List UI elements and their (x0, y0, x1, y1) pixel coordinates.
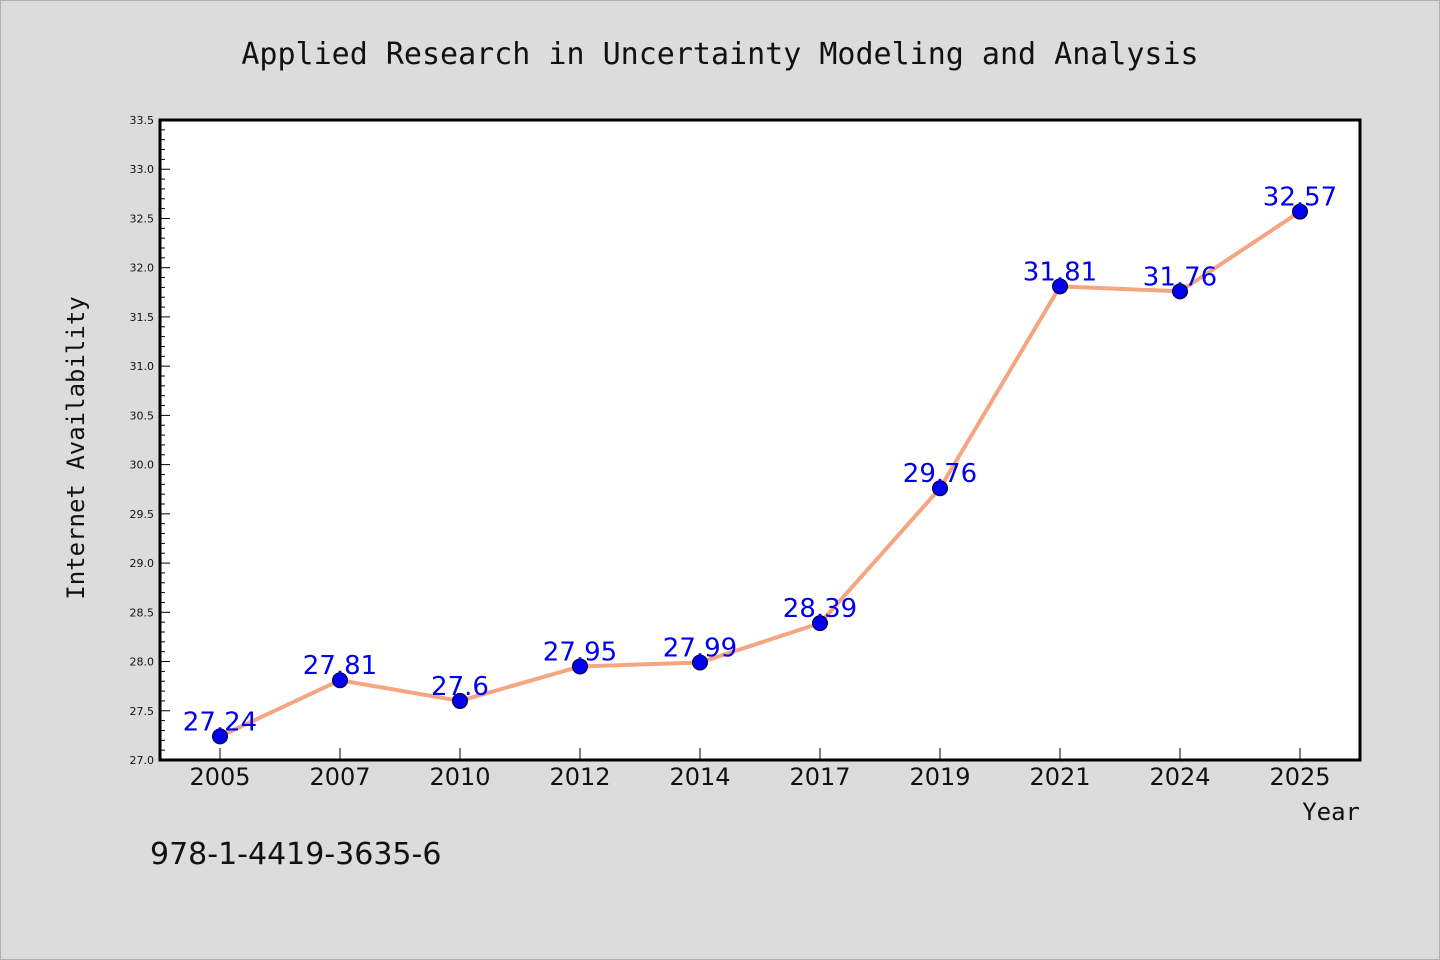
x-tick-label: 2007 (309, 763, 370, 791)
data-label: 27.95 (543, 637, 617, 667)
data-point (1052, 278, 1068, 295)
y-tick-label: 28.0 (130, 656, 155, 669)
y-axis-ticks: 27.0 27.5 28.0 28.5 29.0 29.5 30.0 30.5 31.0 31.5… (130, 114, 170, 767)
x-tick-label: 2019 (909, 763, 970, 791)
y-tick-label: 29.0 (130, 557, 155, 570)
data-label: 27.6 (431, 672, 489, 702)
y-tick-label: 30.5 (130, 409, 155, 422)
data-point (1172, 283, 1188, 300)
plot-border (158, 118, 1362, 762)
x-axis-label: Year (1302, 798, 1360, 826)
plot-area (160, 120, 1360, 760)
x-tick-label: 2005 (189, 763, 250, 791)
x-tick-label: 2012 (549, 763, 610, 791)
data-label: 28.39 (783, 594, 857, 624)
y-tick-label: 30.0 (130, 459, 155, 472)
data-point (692, 654, 708, 671)
x-tick-label: 2024 (1149, 763, 1210, 791)
data-label: 27.81 (303, 651, 377, 681)
series-line (218, 209, 1302, 739)
data-label: 31.76 (1143, 262, 1217, 292)
x-tick-label: 2014 (669, 763, 730, 791)
y-tick-label: 27.5 (130, 705, 155, 718)
chart-title: Applied Research in Uncertainty Modeling… (241, 37, 1198, 72)
y-tick-label: 28.5 (130, 606, 155, 619)
y-tick-label: 31.0 (130, 360, 155, 373)
data-label: 29.76 (903, 459, 977, 489)
y-tick-label: 33.0 (130, 163, 155, 176)
data-label: 32.57 (1263, 183, 1337, 213)
data-point (332, 672, 348, 689)
data-point (812, 615, 828, 632)
y-tick-label: 32.5 (130, 212, 155, 225)
data-label: 27.99 (663, 634, 737, 664)
y-tick-label: 27.0 (130, 754, 155, 767)
x-tick-label: 2010 (429, 763, 490, 791)
y-tick-label: 29.5 (130, 508, 155, 521)
x-tick-label: 2021 (1029, 763, 1090, 791)
data-point (452, 692, 468, 709)
data-label: 31.81 (1023, 257, 1097, 287)
data-point (932, 480, 948, 497)
data-point (1292, 203, 1308, 220)
y-axis-label: Internet Availability (62, 296, 90, 599)
x-axis-ticks: 2005 2007 2010 2012 2014 2017 2019 2021 2024 2025 (189, 748, 1331, 791)
x-tick-label: 2025 (1269, 763, 1330, 791)
series-layer: 27.24 27.81 27.6 27.95 27.99 28.39 29.76 31.81 3… (183, 183, 1337, 745)
x-tick-label: 2017 (789, 763, 850, 791)
y-tick-label: 33.5 (130, 114, 155, 127)
data-point (212, 728, 228, 745)
y-tick-label: 32.0 (130, 262, 155, 275)
isbn-text: 978-1-4419-3635-6 (150, 837, 441, 872)
data-label: 27.24 (183, 707, 257, 737)
y-tick-label: 31.5 (130, 311, 155, 324)
data-point (572, 658, 588, 675)
